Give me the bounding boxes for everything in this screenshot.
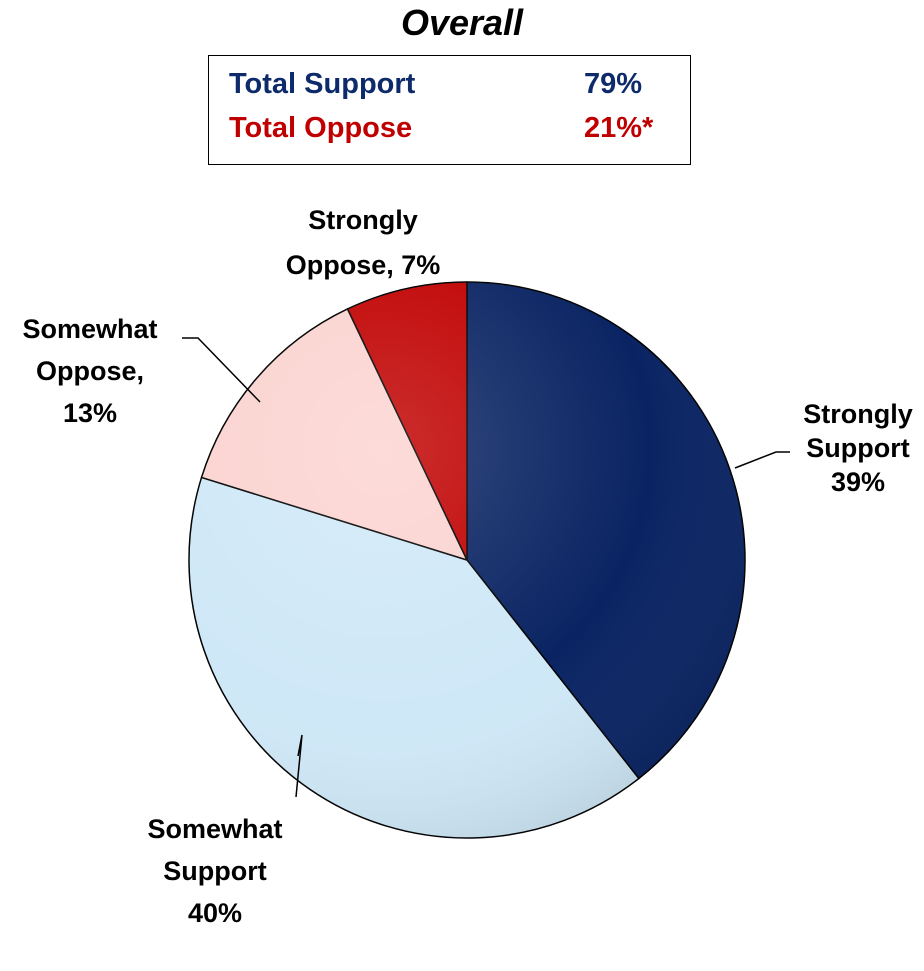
summary-box: Total Support 79% Total Oppose 21%*	[208, 55, 691, 165]
slice-label-line: 13%	[63, 398, 117, 428]
slice-label-line: 40%	[188, 898, 242, 928]
total-support-label: Total Support	[229, 68, 416, 100]
leader-line-strongly-support	[734, 451, 790, 469]
leader-line-somewhat-support	[295, 734, 303, 798]
total-oppose-value: 21%*	[584, 112, 654, 144]
total-support-value: 79%	[584, 68, 643, 100]
slice-label-line: Somewhat	[147, 814, 282, 844]
summary-row-total-oppose: Total Oppose 21%*	[229, 112, 670, 152]
slice-label-somewhat-support: Somewhat Support 40%	[147, 814, 282, 928]
slice-label-strongly-support: Strongly Support 39%	[803, 399, 913, 497]
total-oppose-label: Total Oppose	[229, 112, 413, 144]
slice-label-line: Oppose,	[36, 356, 144, 386]
slice-label-line: Strongly	[803, 399, 913, 429]
slice-label-line: 39%	[831, 467, 885, 497]
slice-label-somewhat-oppose: Somewhat Oppose, 13%	[22, 314, 157, 428]
slice-label-line: Oppose, 7%	[286, 250, 441, 280]
summary-row-total-support: Total Support 79%	[229, 68, 670, 108]
leader-line-somewhat-oppose	[182, 337, 261, 403]
slice-label-strongly-oppose: Strongly Oppose, 7%	[286, 205, 441, 280]
chart-title: Overall	[400, 2, 524, 43]
slice-label-line: Somewhat	[22, 314, 157, 344]
slice-label-line: Strongly	[308, 205, 418, 235]
slice-label-line: Support	[806, 433, 909, 463]
slice-label-line: Support	[163, 856, 266, 886]
